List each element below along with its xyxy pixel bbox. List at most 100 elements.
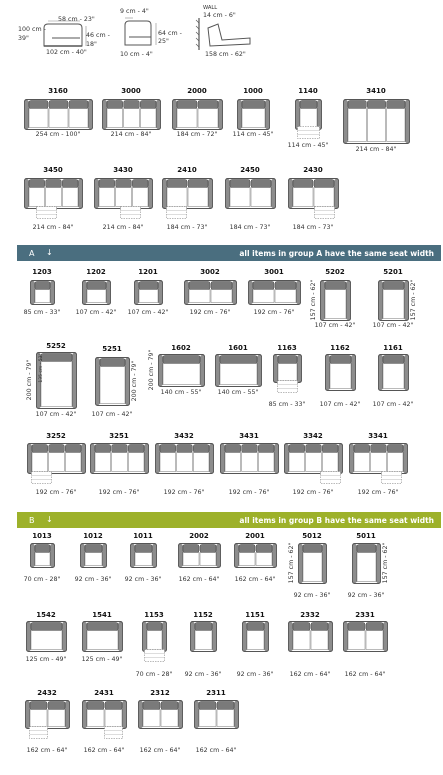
dim-front-offset: 10 cm - 4" <box>120 51 153 58</box>
module-drawing <box>320 280 351 321</box>
module-depth-dim: 200 cm - 79" <box>25 359 33 401</box>
module-code: 2000 <box>187 87 207 95</box>
dim-back-offset: 9 cm - 4" <box>120 8 149 15</box>
module-drawing <box>80 543 107 568</box>
module-width-dim: 162 cm - 64" <box>234 576 276 583</box>
module-depth-dim: 200 cm - 79" <box>147 349 155 391</box>
module-width-dim: 140 cm - 55" <box>160 389 202 396</box>
module-width-dim: 70 cm - 28" <box>135 671 173 678</box>
module-width-dim: 85 cm - 33" <box>268 401 306 408</box>
module-code: 2002 <box>189 532 209 540</box>
group-b-band: B ↓ all items in group B have the same s… <box>17 512 441 528</box>
module-width-dim: 184 cm - 73" <box>292 224 334 231</box>
module-depth-dim: 157 cm - 62" <box>287 542 295 584</box>
module-drawing <box>248 280 301 305</box>
module-code: 3341 <box>368 432 388 440</box>
module-drawing <box>95 357 130 406</box>
module-code: 2431 <box>94 689 114 697</box>
dim-reclined-depth: 158 cm - 62" <box>205 51 246 58</box>
module-width-dim: 107 cm - 42" <box>127 309 169 316</box>
module-width-dim: 214 cm - 84" <box>32 224 74 231</box>
module-code: 3002 <box>200 268 220 276</box>
module-code: 2312 <box>150 689 170 697</box>
module-code: 3160 <box>48 87 68 95</box>
side-view-depth-diagram <box>43 20 87 47</box>
module-code: 3432 <box>174 432 194 440</box>
module-code: 1140 <box>298 87 318 95</box>
module-width-dim: 125 cm - 49" <box>25 656 67 663</box>
module-drawing <box>36 352 77 409</box>
module-width-dim: 162 cm - 64" <box>289 671 331 678</box>
module-width-dim: 85 cm - 33" <box>23 309 61 316</box>
module-code: 3252 <box>46 432 66 440</box>
module-width-dim: 192 cm - 76" <box>253 309 295 316</box>
module-code: 5251 <box>102 345 122 353</box>
dim-total-depth: 102 cm - 40" <box>46 49 87 56</box>
module-code: 2410 <box>177 166 197 174</box>
module-width-dim: 92 cm - 36" <box>236 671 274 678</box>
module-drawing <box>24 99 93 130</box>
module-code: 2311 <box>206 689 226 697</box>
module-drawing <box>94 178 153 219</box>
module-width-dim: 184 cm - 73" <box>166 224 208 231</box>
module-width-dim: 214 cm - 84" <box>102 224 144 231</box>
module-width-dim: 192 cm - 76" <box>292 489 334 496</box>
module-code: 1013 <box>32 532 52 540</box>
module-drawing <box>215 354 262 387</box>
module-drawing <box>172 99 223 130</box>
module-code: 1602 <box>171 344 191 352</box>
module-code: 1162 <box>330 344 350 352</box>
module-code: 3251 <box>109 432 129 440</box>
module-code: 1000 <box>243 87 263 95</box>
module-width-dim: 214 cm - 84" <box>110 131 152 138</box>
module-width-dim: 214 cm - 84" <box>355 146 397 153</box>
module-width-dim: 92 cm - 36" <box>184 671 222 678</box>
module-drawing <box>138 700 183 729</box>
module-code: 1203 <box>32 268 52 276</box>
module-width-dim: 92 cm - 36" <box>124 576 162 583</box>
module-width-dim: 107 cm - 42" <box>75 309 117 316</box>
module-width-dim: 114 cm - 45" <box>232 131 274 138</box>
module-code: 1201 <box>138 268 158 276</box>
module-drawing <box>190 621 217 652</box>
module-code: 3450 <box>43 166 63 174</box>
module-code: 2430 <box>303 166 323 174</box>
module-code: 1541 <box>92 611 112 619</box>
module-code: 3001 <box>264 268 284 276</box>
module-drawing <box>343 621 388 652</box>
module-drawing <box>82 621 123 652</box>
module-drawing <box>273 354 302 393</box>
module-code: 5202 <box>325 268 345 276</box>
dim-arm-height: 64 cm - <box>158 30 182 37</box>
module-width-dim: 70 cm - 28" <box>23 576 61 583</box>
module-drawing <box>178 543 221 568</box>
module-code: 5252 <box>46 342 66 350</box>
module-width-dim: 162 cm - 64" <box>26 747 68 754</box>
module-drawing <box>90 443 149 474</box>
module-code: 3000 <box>121 87 141 95</box>
module-code: 1152 <box>193 611 213 619</box>
module-drawing <box>30 543 55 568</box>
module-code: 5012 <box>302 532 322 540</box>
module-drawing <box>349 443 408 484</box>
group-a-note: all items in group A have the same seat … <box>239 249 434 258</box>
module-drawing <box>378 280 409 321</box>
module-code: 5201 <box>383 268 403 276</box>
dim-wall-clearance: 14 cm - 6" <box>203 12 236 19</box>
module-drawing <box>155 443 214 474</box>
dim-arm-height-in: 25" <box>158 38 169 45</box>
module-width-dim: 192 cm - 76" <box>35 489 77 496</box>
module-code: 1542 <box>36 611 56 619</box>
module-depth-dim: 157 cm - 62" <box>381 542 389 584</box>
module-drawing <box>242 621 269 652</box>
module-width-dim: 125 cm - 49" <box>81 656 123 663</box>
group-a-band: A ↓ all items in group A have the same s… <box>17 245 441 261</box>
module-width-dim: 107 cm - 42" <box>372 401 414 408</box>
module-drawing <box>142 621 167 662</box>
module-code: 5011 <box>356 532 376 540</box>
module-drawing <box>225 178 276 209</box>
module-drawing <box>288 178 339 219</box>
module-code: 1601 <box>228 344 248 352</box>
module-code: 1012 <box>83 532 103 540</box>
module-code: 2450 <box>240 166 260 174</box>
